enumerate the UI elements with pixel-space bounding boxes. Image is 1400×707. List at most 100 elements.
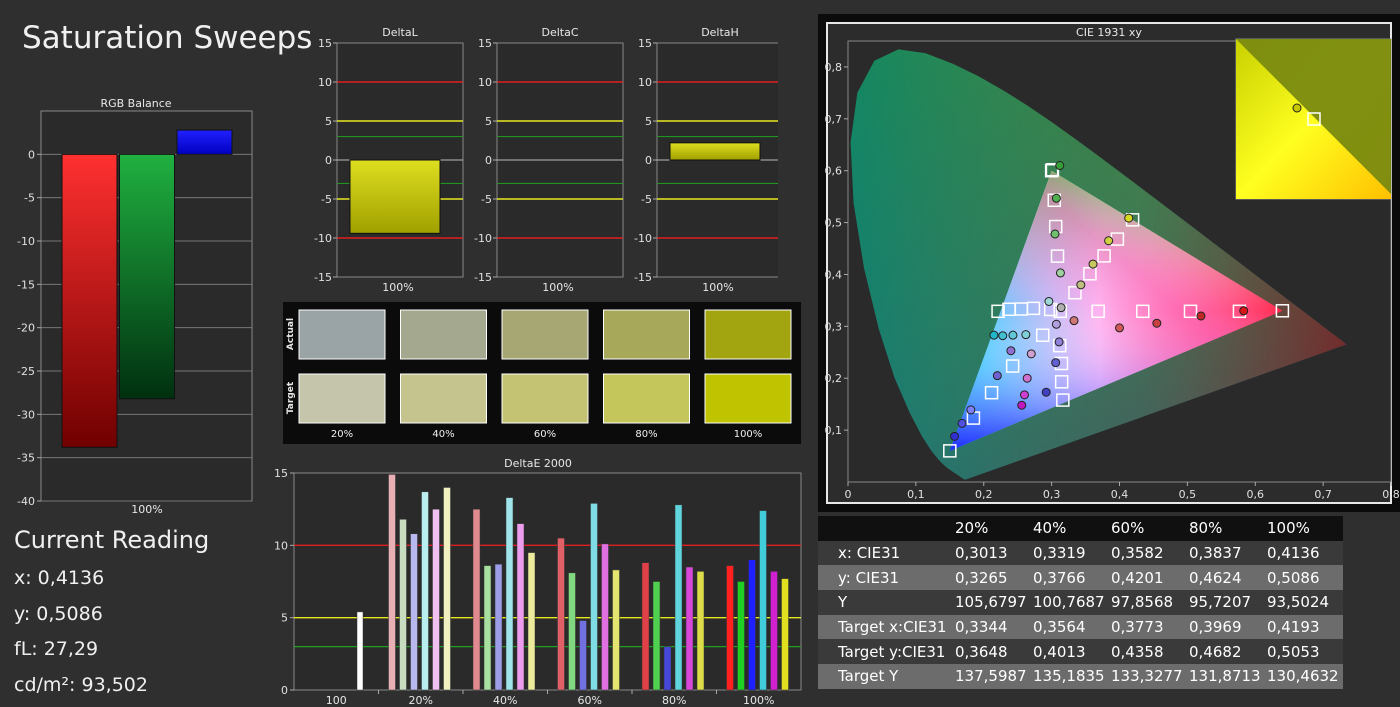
measured-point <box>1152 318 1162 328</box>
x-tick-label: 20% <box>409 694 433 707</box>
y-tick-label: -35 <box>17 452 35 465</box>
y-tick-label: 0 <box>281 684 288 697</box>
x-tick-label: 100% <box>542 281 573 294</box>
y-tick-label: 10 <box>318 76 332 89</box>
table-cell: 95,7207 <box>1185 590 1263 615</box>
bar <box>590 503 598 691</box>
reading-fl: fL: 27,29 <box>14 638 99 660</box>
y-tick-label: 0 <box>325 154 332 167</box>
bar <box>432 508 440 691</box>
bar <box>685 566 694 691</box>
swatch-label: 100% <box>734 429 763 440</box>
chart-title: DeltaH <box>701 26 739 39</box>
table-header: 80% <box>1185 516 1263 541</box>
measured-point <box>1006 346 1016 356</box>
bar <box>759 510 767 691</box>
chart-title: CIE 1931 xy <box>1076 26 1142 39</box>
table-cell: 97,8568 <box>1107 590 1185 615</box>
y-tick-label: -15 <box>474 271 492 284</box>
deltaL-chart: DeltaL 15 10 5 0 -5 -10 -15 100% <box>314 26 464 294</box>
table-row: Target x:CIE31 0,3344 0,3564 0,3773 0,3969 0,… <box>818 614 1343 640</box>
x-tick-label: 100 <box>326 694 347 707</box>
inset-measured-point <box>1292 103 1302 113</box>
measured-point <box>1124 213 1134 223</box>
y-tick-label: 0,7 <box>825 113 843 126</box>
target-point <box>1002 302 1016 317</box>
x-tick-label: 100% <box>131 503 162 516</box>
chart-title: RGB Balance <box>100 97 171 110</box>
measured-point <box>1239 306 1249 316</box>
measured-point <box>1051 319 1061 329</box>
table-header: 20% <box>951 516 1029 541</box>
bar <box>349 159 441 234</box>
y-tick-label: 0,6 <box>825 165 843 178</box>
row-label-target: Target <box>286 381 296 414</box>
y-tick-label: 0,2 <box>825 372 843 385</box>
table-cell: 0,3319 <box>1029 540 1107 566</box>
actual-swatch <box>400 309 487 360</box>
x-tick-label: 100% <box>382 281 413 294</box>
current-reading-title: Current Reading <box>14 526 210 554</box>
bar <box>601 543 609 691</box>
measured-point <box>1056 303 1066 313</box>
y-tick-label: -10 <box>314 232 332 245</box>
y-tick-label: 10 <box>478 76 492 89</box>
bar <box>612 569 620 691</box>
target-point <box>1183 304 1198 319</box>
bar <box>527 552 536 691</box>
x-tick-label: 0,1 <box>907 488 925 501</box>
measured-point <box>1051 358 1061 368</box>
x-tick-label: 100% <box>702 281 733 294</box>
table-cell: 0,5086 <box>1263 565 1343 591</box>
y-tick-label: 15 <box>274 467 288 480</box>
bar <box>399 519 407 691</box>
row-label: Target x:CIE31 <box>818 614 951 640</box>
y-tick-label: 0 <box>28 148 35 161</box>
x-tick-label: 60% <box>578 694 602 707</box>
measured-point <box>1017 400 1027 410</box>
table-cell: 0,4201 <box>1107 565 1185 591</box>
measurement-table: 20% 40% 60% 80% 100% x: CIE31 0,3013 0,331… <box>818 516 1343 689</box>
measured-point <box>1076 280 1086 290</box>
target-point <box>1091 304 1105 319</box>
y-tick-label: 15 <box>318 37 332 50</box>
y-tick-label: 0 <box>645 154 652 167</box>
measured-point <box>1104 236 1114 246</box>
table-cell: 0,4624 <box>1185 565 1263 591</box>
target-swatch <box>298 373 386 424</box>
table-row: y: CIE31 0,3265 0,3766 0,4201 0,4624 0,5086 <box>818 565 1343 591</box>
y-tick-label: 0,8 <box>825 61 843 74</box>
table-header: 100% <box>1263 516 1343 541</box>
table-cell: 0,3265 <box>951 565 1029 591</box>
delta-e-chart: DeltaE 2000 15 10 5 0 100 20% 40% 60% 80% 100% <box>274 457 802 707</box>
measured-point <box>1044 296 1054 306</box>
bar <box>737 581 745 691</box>
bar <box>663 646 672 691</box>
table-header: 40% <box>1029 516 1107 541</box>
x-tick-label: 0,4 <box>1111 488 1129 501</box>
y-tick-label: -5 <box>24 192 35 205</box>
measured-point <box>966 405 976 415</box>
target-point <box>1044 163 1059 178</box>
measured-point <box>998 331 1008 341</box>
x-tick-label: 0,8 <box>1382 488 1400 501</box>
measured-point <box>1019 390 1029 400</box>
x-tick-label: 100% <box>743 694 774 707</box>
x-tick-label: 0,2 <box>975 488 993 501</box>
target-point <box>943 444 957 458</box>
bar <box>410 533 418 691</box>
measured-point <box>957 418 967 428</box>
table-cell: 0,5053 <box>1263 639 1343 665</box>
target-point <box>1275 304 1290 318</box>
y-tick-label: 0,5 <box>825 217 843 230</box>
x-tick-label: 0 <box>845 488 852 501</box>
swatch-label: 40% <box>432 429 454 440</box>
y-tick-label: -40 <box>17 495 35 508</box>
measured-point <box>1026 349 1036 359</box>
row-label: Target Y <box>818 664 951 689</box>
bar <box>494 563 503 691</box>
target-point <box>1136 304 1150 319</box>
measured-point <box>1055 161 1065 171</box>
actual-swatch <box>704 309 792 360</box>
page-title: Saturation Sweeps <box>22 20 313 56</box>
